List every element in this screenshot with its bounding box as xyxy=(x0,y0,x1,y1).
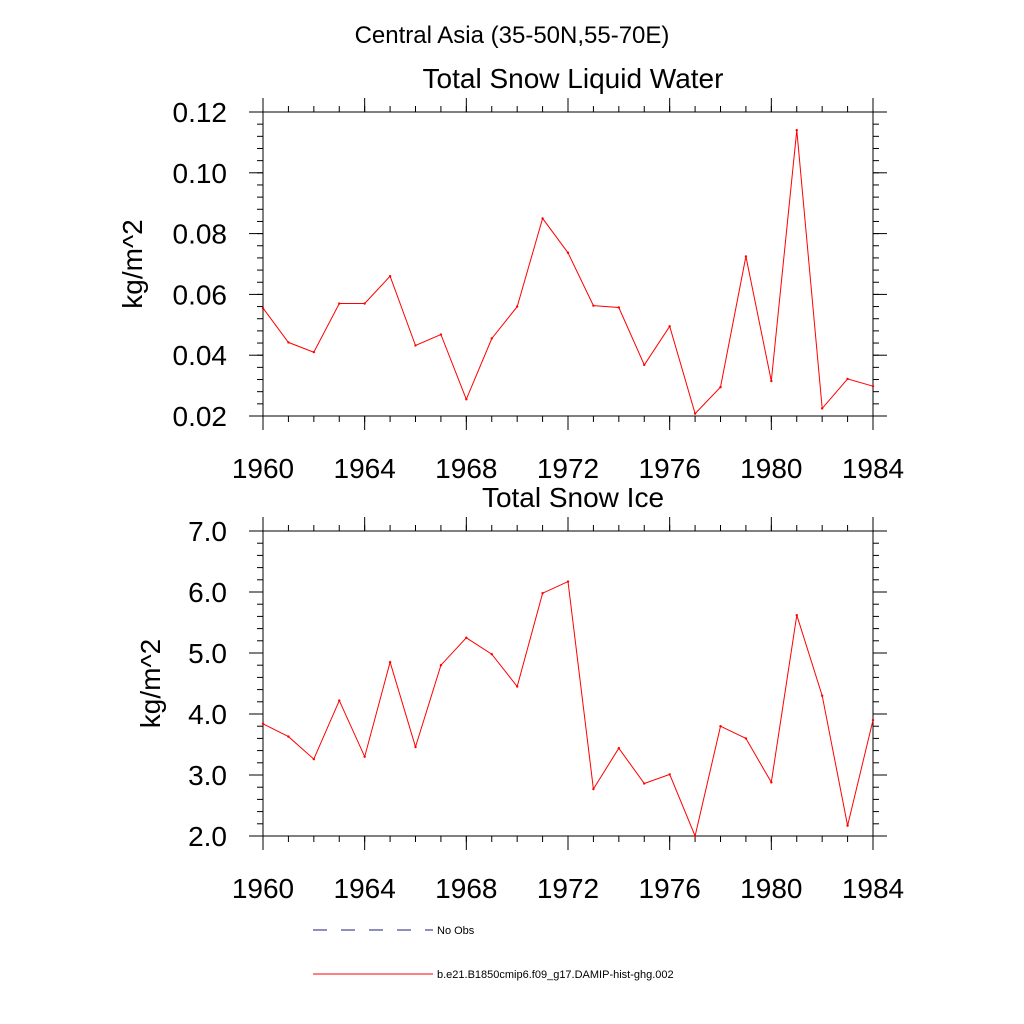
x-tick-label: 1980 xyxy=(740,873,802,904)
data-point xyxy=(566,580,570,583)
data-point xyxy=(490,653,493,656)
data-point xyxy=(261,722,265,725)
data-point xyxy=(388,274,392,278)
data-point xyxy=(820,694,824,697)
x-tick-label: 1964 xyxy=(334,453,396,484)
data-point xyxy=(744,255,748,258)
data-point xyxy=(846,377,849,381)
series-line xyxy=(262,130,874,415)
data-point xyxy=(414,344,417,347)
data-point xyxy=(592,787,595,791)
y-tick-label: 6.0 xyxy=(188,577,227,608)
data-point xyxy=(643,363,646,367)
x-tick-label: 1976 xyxy=(639,873,701,904)
data-point xyxy=(795,613,798,617)
data-point xyxy=(414,745,417,749)
plot-frame xyxy=(262,111,874,417)
data-point xyxy=(643,782,646,785)
y-tick-label: 0.08 xyxy=(173,219,228,250)
data-point xyxy=(363,302,366,305)
y-tick-label: 0.02 xyxy=(173,401,228,432)
x-tick-label: 1984 xyxy=(842,453,904,484)
data-point xyxy=(338,302,341,305)
data-point xyxy=(617,746,621,750)
data-point xyxy=(338,699,341,702)
legend-label-no-obs: No Obs xyxy=(437,925,475,937)
data-point xyxy=(515,305,519,308)
x-tick-label: 1960 xyxy=(232,453,294,484)
y-tick-label: 5.0 xyxy=(188,638,227,669)
legend-label-model: b.e21.B1850cmip6.f09_g17.DAMIP-hist-ghg.… xyxy=(437,969,674,981)
data-point xyxy=(668,325,671,328)
data-point xyxy=(465,636,468,639)
y-tick-label: 0.10 xyxy=(173,158,228,189)
figure-suptitle: Central Asia (35-50N,55-70E) xyxy=(355,22,670,49)
data-point xyxy=(261,306,265,310)
y-tick-label: 3.0 xyxy=(188,760,227,791)
y-tick-label: 0.06 xyxy=(173,279,228,310)
x-tick-label: 1984 xyxy=(842,873,904,904)
y-tick-label: 0.12 xyxy=(173,97,228,128)
panel-snow-ice: Total Snow Ice 1960 1964 1968 1972 1976 1980 19… xyxy=(135,482,904,904)
data-point xyxy=(490,337,493,340)
series-line xyxy=(262,580,874,838)
data-point xyxy=(541,217,544,220)
data-point xyxy=(719,725,722,728)
plot-frame xyxy=(262,530,874,837)
y-axis-label: kg/m^2 xyxy=(117,219,148,308)
data-point xyxy=(693,834,697,838)
data-point xyxy=(541,592,544,595)
x-tick-label: 1968 xyxy=(435,453,497,484)
data-point xyxy=(287,341,290,344)
data-point xyxy=(287,735,290,738)
y-axis-label: kg/m^2 xyxy=(135,639,166,728)
x-tick-label: 1972 xyxy=(537,453,599,484)
x-tick-label: 1976 xyxy=(639,453,701,484)
data-point xyxy=(388,660,392,664)
x-tick-label: 1972 xyxy=(537,873,599,904)
panel-snow-liquid-water: Total Snow Liquid Water 1960 1964 1968 1972 1… xyxy=(117,63,904,484)
x-tick-label: 1980 xyxy=(740,453,802,484)
data-point xyxy=(846,824,849,827)
data-point xyxy=(693,412,697,415)
x-tick-label: 1964 xyxy=(334,873,396,904)
x-tick-label: 1960 xyxy=(232,873,294,904)
data-point xyxy=(592,304,595,307)
data-point xyxy=(439,664,443,667)
data-point xyxy=(312,757,316,761)
data-point xyxy=(617,306,621,309)
y-tick-label: 4.0 xyxy=(188,699,227,730)
data-point xyxy=(871,385,875,388)
data-point xyxy=(770,379,773,383)
legend: No Obs b.e21.B1850cmip6.f09_g17.DAMIP-hi… xyxy=(313,925,674,981)
data-point xyxy=(668,773,671,776)
plot-title: Total Snow Liquid Water xyxy=(423,63,724,94)
y-tick-label: 2.0 xyxy=(188,821,227,852)
data-point xyxy=(820,407,824,410)
y-tick-label: 7.0 xyxy=(188,516,227,547)
data-point xyxy=(312,350,316,354)
data-point xyxy=(770,781,773,784)
data-point xyxy=(744,737,748,740)
data-point xyxy=(439,333,443,336)
data-point xyxy=(566,251,570,254)
data-point xyxy=(465,398,468,401)
data-point xyxy=(363,755,366,758)
data-point xyxy=(795,129,798,132)
data-point xyxy=(515,685,519,688)
y-tick-label: 0.04 xyxy=(173,340,228,371)
data-point xyxy=(719,385,722,389)
data-point xyxy=(871,718,875,722)
x-tick-label: 1968 xyxy=(435,873,497,904)
plot-title: Total Snow Ice xyxy=(482,482,664,513)
